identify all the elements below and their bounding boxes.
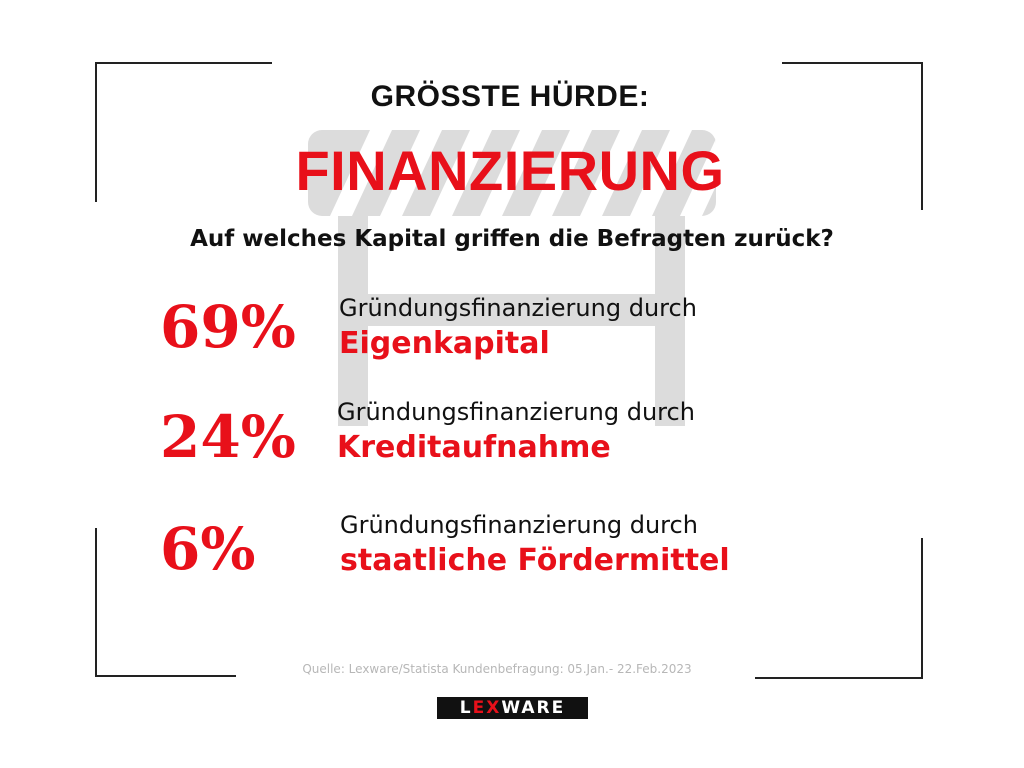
stat-highlight: Eigenkapital <box>339 326 550 361</box>
frame-bottom-right-v <box>921 538 923 679</box>
logo-suffix: WARE <box>501 698 566 718</box>
page-title: FINANZIERUNG <box>295 139 725 202</box>
frame-top-left-h <box>95 62 272 64</box>
frame-bottom-left-h <box>95 675 236 677</box>
stat-percent: 24% <box>160 403 296 471</box>
stat-label: Gründungsfinanzierung durch <box>339 294 697 322</box>
stat-percent: 6% <box>160 515 256 583</box>
lexware-logo: LEXWARE <box>437 697 588 719</box>
stat-highlight: Kreditaufnahme <box>337 430 611 465</box>
frame-top-right-h <box>782 62 923 64</box>
stat-percent: 69% <box>160 293 296 361</box>
logo-ex: EX <box>472 698 502 718</box>
survey-question: Auf welches Kapital griffen die Befragte… <box>190 226 834 252</box>
frame-top-left-v <box>95 62 97 202</box>
stat-label: Gründungsfinanzierung durch <box>337 398 695 426</box>
frame-bottom-right-h <box>755 677 923 679</box>
stat-label: Gründungsfinanzierung durch <box>340 511 698 539</box>
logo-wordmark: LEXWARE <box>460 698 565 718</box>
logo-prefix: L <box>459 698 473 718</box>
frame-top-right-v <box>921 62 923 210</box>
stat-highlight: staatliche Fördermittel <box>340 543 730 578</box>
source-note: Quelle: Lexware/Statista Kundenbefragung… <box>302 662 692 676</box>
eyebrow-heading: GRÖSSTE HÜRDE: <box>370 80 650 113</box>
frame-bottom-left-v <box>95 528 97 677</box>
